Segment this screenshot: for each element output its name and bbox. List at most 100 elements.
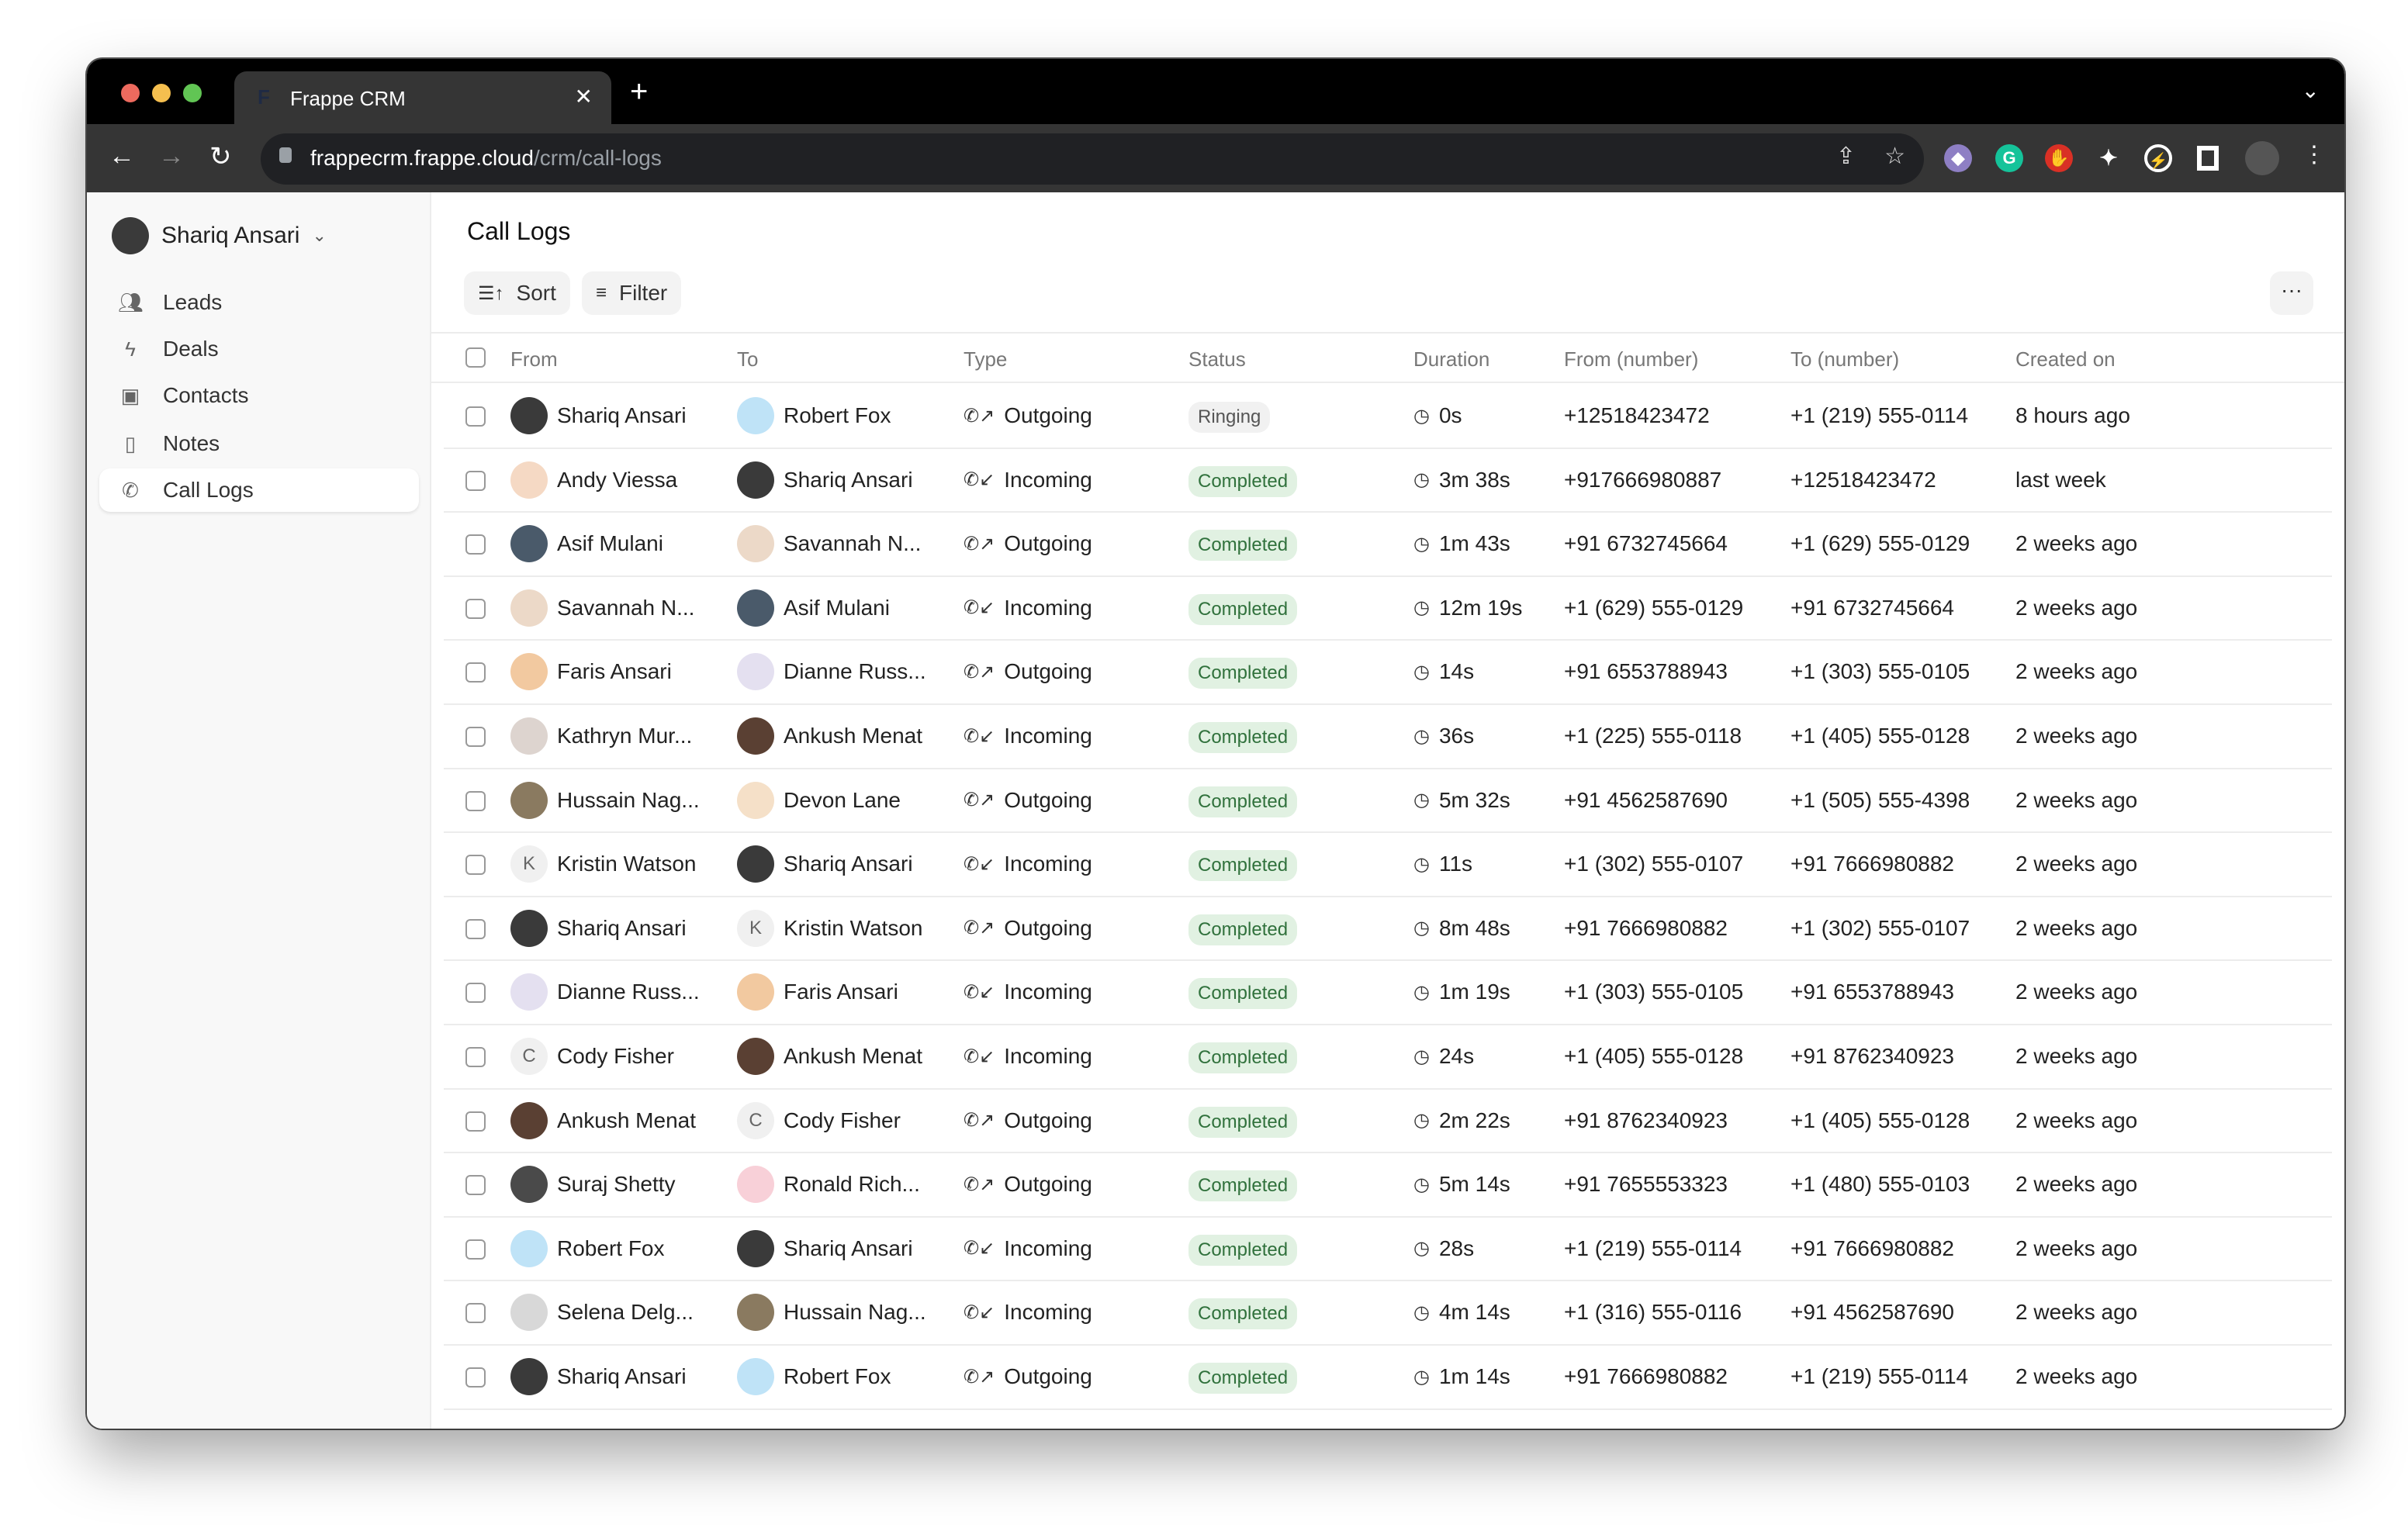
table-row[interactable]: Selena Delg... Hussain Nag... ✆↙ Incoming Co… (444, 1281, 2332, 1346)
frappe-favicon-icon: F (258, 85, 270, 109)
to-number: +91 4562587690 (1790, 1300, 1954, 1325)
row-checkbox[interactable] (465, 1047, 486, 1067)
from-avatar (510, 1166, 548, 1204)
table-row[interactable]: Kathryn Mur... Ankush Menat ✆↙ Incoming Comp… (444, 705, 2332, 769)
column-to[interactable]: To (737, 347, 759, 371)
row-checkbox[interactable] (465, 1175, 486, 1196)
row-checkbox[interactable] (465, 470, 486, 491)
to-name: Asif Mulani (784, 595, 890, 620)
select-all-checkbox[interactable] (465, 347, 486, 368)
from-avatar (510, 653, 548, 691)
from-name: Kathryn Mur... (557, 724, 693, 748)
octocat-extension-icon[interactable]: ◆ (1944, 144, 1972, 172)
status-badge: Completed (1188, 1106, 1298, 1138)
to-number: +1 (302) 555-0107 (1790, 915, 1970, 940)
close-window-button[interactable] (121, 84, 140, 102)
call-type: Incoming (1004, 852, 1092, 876)
sidebar-item-contacts[interactable]: ▣ Contacts (99, 374, 419, 417)
column-type[interactable]: Type (964, 347, 1008, 371)
bolt-leaf-extension-icon[interactable]: ⚡ (2144, 144, 2172, 172)
table-row[interactable]: Suraj Shetty Ronald Rich... ✆↗ Outgoing Comp… (444, 1153, 2332, 1218)
lock-icon (279, 147, 292, 163)
table-row[interactable]: Shariq Ansari K Kristin Watson ✆↗ Outgoing Co… (444, 897, 2332, 962)
back-icon[interactable]: ← (109, 141, 135, 171)
table-row[interactable]: Shariq Ansari Robert Fox ✆↗ Outgoing Ringing… (444, 385, 2332, 449)
table-row[interactable]: Dianne Russ... Faris Ansari ✆↙ Incoming Comp… (444, 961, 2332, 1025)
table-row[interactable]: Andy Viessa Shariq Ansari ✆↙ Incoming Comple… (444, 449, 2332, 513)
column-status[interactable]: Status (1188, 347, 1246, 371)
forward-icon[interactable]: → (158, 141, 185, 171)
filter-button[interactable]: ≡ Filter (582, 271, 682, 315)
row-checkbox[interactable] (465, 855, 486, 876)
row-checkbox[interactable] (465, 1367, 486, 1388)
row-checkbox[interactable] (465, 983, 486, 1004)
row-checkbox[interactable] (465, 534, 486, 555)
column-duration[interactable]: Duration (1413, 347, 1490, 371)
column-to-number[interactable]: To (number) (1790, 347, 1900, 371)
row-checkbox[interactable] (465, 1111, 486, 1132)
share-icon[interactable]: ⇪ (1835, 143, 1856, 169)
from-number: +91 6732745664 (1564, 531, 1728, 556)
duration: 11s (1438, 852, 1473, 876)
column-created-on[interactable]: Created on (2015, 347, 2116, 371)
table-row[interactable]: Hussain Nag... Devon Lane ✆↗ Outgoing Comple… (444, 769, 2332, 834)
user-menu[interactable]: Shariq Ansari ⌄ (112, 217, 327, 254)
status-badge: Completed (1188, 1363, 1298, 1394)
row-checkbox[interactable] (465, 662, 486, 683)
table-row[interactable]: C Cody Fisher Ankush Menat ✆↙ Incoming Comple… (444, 1025, 2332, 1090)
column-from-number[interactable]: From (number) (1564, 347, 1699, 371)
from-number: +1 (225) 555-0118 (1564, 724, 1742, 748)
from-name: Faris Ansari (557, 659, 672, 684)
row-checkbox[interactable] (465, 790, 486, 811)
sort-button[interactable]: ☰↑ Sort (464, 271, 570, 315)
table-row[interactable]: K Kristin Watson Shariq Ansari ✆↙ Incoming Co… (444, 833, 2332, 897)
more-options-button[interactable]: ··· (2270, 271, 2313, 315)
table-row[interactable]: Shariq Ansari Robert Fox ✆↗ Outgoing Complet… (444, 1346, 2332, 1410)
maximize-window-button[interactable] (183, 84, 202, 102)
sidebar-item-call-logs[interactable]: ✆ Call Logs (99, 468, 419, 512)
to-avatar (737, 845, 774, 883)
phone-incoming-icon: ✆↙ (964, 853, 995, 875)
table-row[interactable]: Asif Mulani Savannah N... ✆↗ Outgoing Comple… (444, 513, 2332, 577)
table-header: From To Type Status Duration From (numbe… (431, 332, 2344, 383)
tab-search-chevron-icon[interactable]: ⌄ (2301, 78, 2320, 102)
created-on: 8 hours ago (2015, 403, 2130, 427)
row-checkbox[interactable] (465, 406, 486, 427)
clock-icon: ◷ (1413, 533, 1430, 555)
table-row[interactable]: Ankush Menat C Cody Fisher ✆↗ Outgoing Comple… (444, 1090, 2332, 1154)
sidebar-item-deals[interactable]: ϟ Deals (99, 327, 419, 371)
new-tab-button[interactable]: + (630, 74, 649, 109)
table-row[interactable]: Savannah N... Asif Mulani ✆↙ Incoming Comple… (444, 577, 2332, 641)
phone-outgoing-icon: ✆↗ (964, 661, 995, 683)
puzzle-extensions-icon[interactable]: ✦ (2099, 146, 2118, 170)
row-checkbox[interactable] (465, 727, 486, 747)
sidebar-item-label: Contacts (163, 383, 249, 407)
minimize-window-button[interactable] (152, 84, 171, 102)
row-checkbox[interactable] (465, 1239, 486, 1260)
close-tab-icon[interactable]: ✕ (574, 85, 593, 109)
grammarly-extension-icon[interactable]: G (1995, 144, 2023, 172)
bookmark-star-icon[interactable]: ☆ (1884, 143, 1905, 169)
sidepanel-icon[interactable] (2197, 146, 2219, 171)
row-checkbox[interactable] (465, 918, 486, 939)
table-row[interactable]: Robert Fox Shariq Ansari ✆↙ Incoming Complet… (444, 1218, 2332, 1282)
sidebar-item-notes[interactable]: ▯ Notes (99, 422, 419, 465)
phone-incoming-icon: ✆↙ (964, 597, 995, 619)
call-type: Outgoing (1004, 659, 1092, 684)
adblock-extension-icon[interactable]: ✋ (2045, 144, 2073, 172)
to-name: Faris Ansari (784, 980, 898, 1004)
table-row[interactable]: Faris Ansari Dianne Russ... ✆↗ Outgoing Comp… (444, 641, 2332, 705)
profile-avatar[interactable] (2245, 141, 2279, 175)
from-avatar (510, 781, 548, 819)
reload-icon[interactable]: ↻ (209, 142, 232, 171)
row-checkbox[interactable] (465, 598, 486, 619)
browser-tab[interactable]: F Frappe CRM ✕ (234, 71, 611, 124)
column-from[interactable]: From (510, 347, 558, 371)
phone-incoming-icon: ✆↙ (964, 725, 995, 747)
to-avatar (737, 653, 774, 691)
row-checkbox[interactable] (465, 1303, 486, 1324)
phone-incoming-icon: ✆↙ (964, 1045, 995, 1067)
address-bar[interactable]: frappecrm.frappe.cloud/crm/call-logs ⇪ ☆ (261, 133, 1924, 185)
sidebar-item-leads[interactable]: 👥︎ Leads (99, 281, 419, 324)
browser-menu-icon[interactable]: ⋮ (2302, 142, 2326, 168)
